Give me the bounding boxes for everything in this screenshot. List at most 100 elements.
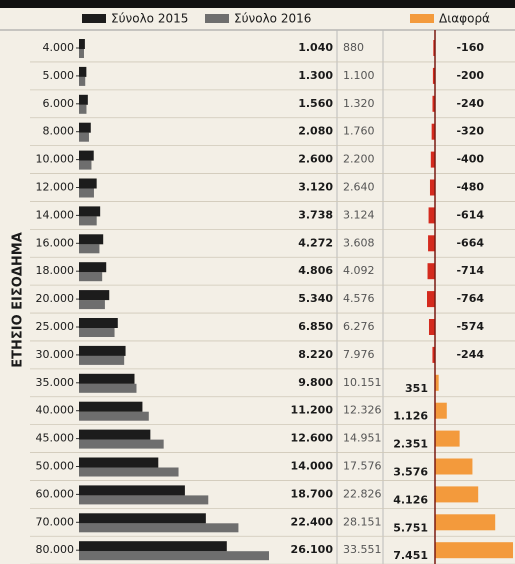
difference-bar — [435, 542, 513, 558]
value-2016: 1.100 — [343, 69, 375, 82]
value-2016: 880 — [343, 41, 364, 54]
difference-bar — [435, 459, 472, 475]
bar-2016 — [79, 412, 149, 421]
category-label: 4.000 — [43, 41, 75, 54]
category-label: 25.000 — [36, 320, 75, 333]
bar-2016 — [79, 161, 91, 170]
difference-bar — [429, 319, 435, 335]
bar-2016 — [79, 189, 94, 198]
value-2016: 1.760 — [343, 125, 375, 138]
legend-label: Σύνολο 2015 — [111, 12, 188, 26]
value-2016: 17.576 — [343, 460, 382, 473]
difference-label: 351 — [405, 382, 428, 395]
bar-2016 — [79, 49, 84, 58]
value-2015: 9.800 — [298, 376, 333, 389]
category-label: 16.000 — [36, 236, 75, 249]
difference-label: 2.351 — [393, 438, 428, 451]
category-label: 50.000 — [36, 460, 75, 473]
bar-2016 — [79, 328, 115, 337]
bar-2016 — [79, 356, 124, 365]
value-2016: 3.124 — [343, 208, 375, 221]
bar-2015 — [79, 206, 100, 216]
value-2015: 11.200 — [291, 404, 334, 417]
bar-2015 — [79, 402, 142, 412]
value-2015: 6.850 — [298, 320, 333, 333]
difference-label: -664 — [456, 236, 484, 249]
legend-swatch — [205, 14, 229, 23]
difference-label: 7.451 — [393, 549, 428, 562]
bar-2016 — [79, 300, 105, 309]
legend-label: Διαφορά — [439, 12, 490, 26]
legend-swatch — [410, 14, 434, 23]
difference-bar — [430, 180, 435, 196]
bar-2015 — [79, 179, 97, 189]
category-label: 18.000 — [36, 264, 75, 277]
bar-2016 — [79, 216, 97, 225]
value-2015: 26.100 — [291, 543, 334, 556]
bar-2016 — [79, 495, 208, 504]
difference-label: -614 — [456, 208, 484, 221]
bar-2015 — [79, 151, 94, 161]
legend-label: Σύνολο 2016 — [234, 12, 311, 26]
value-2015: 1.300 — [298, 69, 333, 82]
bar-2016 — [79, 272, 102, 281]
bar-2015 — [79, 374, 134, 384]
category-label: 45.000 — [36, 432, 75, 445]
difference-bar — [428, 235, 435, 251]
bar-2015 — [79, 39, 85, 49]
legend-swatch — [82, 14, 106, 23]
bar-2015 — [79, 513, 206, 523]
difference-label: -764 — [456, 292, 484, 305]
difference-bar — [435, 486, 478, 502]
y-axis-label: ΕΤΗΣΙΟ ΕΙΣΟΔΗΜΑ — [11, 232, 26, 368]
value-2015: 3.120 — [298, 181, 333, 194]
bar-2016 — [79, 244, 99, 253]
difference-label: -200 — [456, 69, 484, 82]
difference-label: -480 — [456, 181, 484, 194]
difference-label: -714 — [456, 264, 484, 277]
value-2015: 14.000 — [291, 460, 334, 473]
value-2016: 22.826 — [343, 487, 382, 500]
category-label: 60.000 — [36, 487, 75, 500]
category-label: 40.000 — [36, 404, 75, 417]
value-2015: 12.600 — [291, 432, 334, 445]
category-label: 30.000 — [36, 348, 75, 361]
difference-bar — [427, 291, 435, 307]
bar-2016 — [79, 440, 164, 449]
value-2016: 33.551 — [343, 543, 382, 556]
difference-label: -244 — [456, 348, 484, 361]
category-label: 6.000 — [43, 97, 75, 110]
value-2016: 2.200 — [343, 153, 375, 166]
value-2016: 4.092 — [343, 264, 375, 277]
value-2016: 7.976 — [343, 348, 375, 361]
bar-2016 — [79, 105, 86, 114]
value-2015: 2.080 — [298, 125, 333, 138]
category-label: 35.000 — [36, 376, 75, 389]
value-2015: 5.340 — [298, 292, 333, 305]
value-2015: 1.040 — [298, 41, 333, 54]
difference-label: -574 — [456, 320, 484, 333]
bar-2015 — [79, 123, 91, 133]
value-2015: 3.738 — [298, 208, 333, 221]
difference-bar — [429, 207, 435, 223]
difference-label: 5.751 — [393, 521, 428, 534]
value-2015: 18.700 — [291, 487, 334, 500]
difference-label: 4.126 — [393, 493, 428, 506]
bar-2016 — [79, 133, 89, 142]
bar-2015 — [79, 290, 109, 300]
value-2016: 2.640 — [343, 181, 375, 194]
bar-2015 — [79, 346, 126, 356]
category-label: 70.000 — [36, 515, 75, 528]
value-2015: 1.560 — [298, 97, 333, 110]
value-2016: 1.320 — [343, 97, 375, 110]
bar-2015 — [79, 430, 150, 440]
value-2015: 4.806 — [298, 264, 333, 277]
bar-2016 — [79, 551, 269, 560]
value-2016: 3.608 — [343, 236, 375, 249]
difference-label: 1.126 — [393, 410, 428, 423]
value-2016: 12.326 — [343, 404, 382, 417]
bar-2016 — [79, 523, 238, 532]
bar-2015 — [79, 541, 227, 551]
value-2016: 14.951 — [343, 432, 382, 445]
category-label: 20.000 — [36, 292, 75, 305]
